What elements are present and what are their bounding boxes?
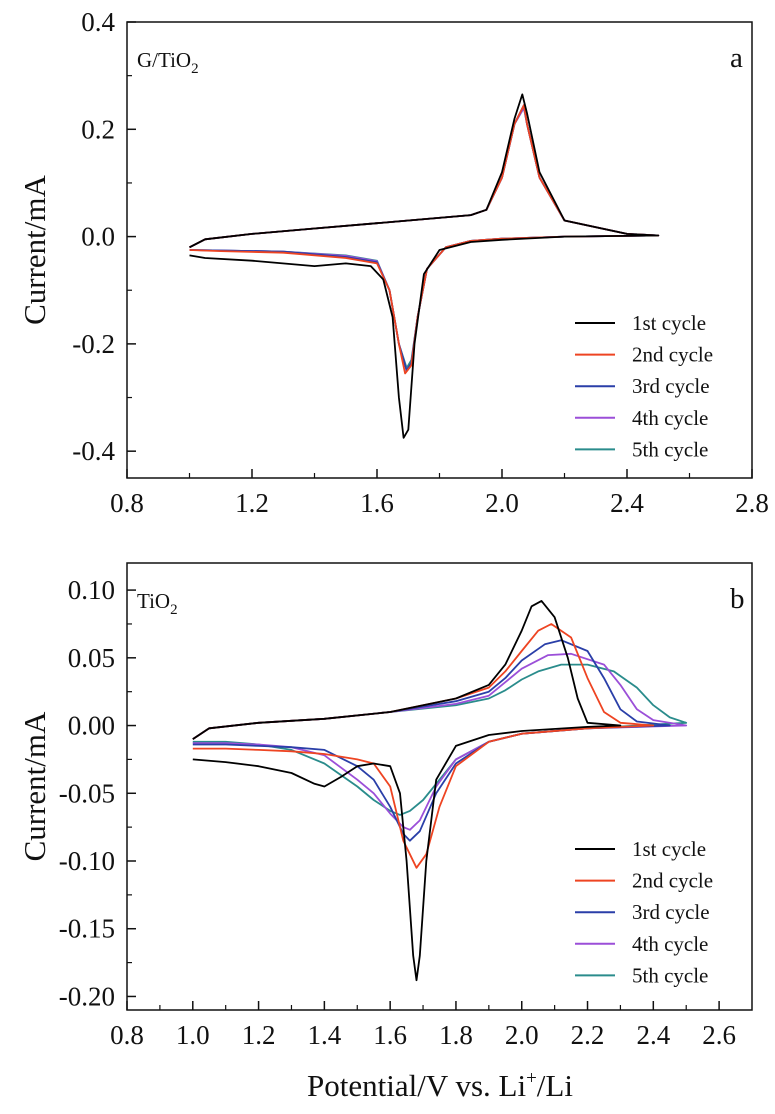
sample-label-b: TiO2 <box>137 589 178 618</box>
legend-label-3: 3rd cycle <box>632 374 710 398</box>
legend-label-3: 3rd cycle <box>632 900 710 924</box>
y-tick-label: -0.20 <box>59 981 115 1011</box>
series-line-4 <box>192 652 688 831</box>
series-line-5 <box>192 663 688 816</box>
sample-subscript-a: 2 <box>191 61 199 77</box>
x-tick-label: 2.8 <box>735 488 769 518</box>
plot-frame-b <box>126 562 753 1011</box>
y-tick-label: 0.00 <box>68 711 115 741</box>
ticks-a: 0.8 1.2 1.6 2.0 2.4 2.8 0.4 0.2 0.0 -0.2 -0.4 <box>72 7 769 518</box>
x-tick-label: 2.0 <box>485 488 519 518</box>
y-tick-label: -0.10 <box>59 846 115 876</box>
x-axis-label-tail: /Li <box>537 1068 574 1103</box>
legend-label-2: 2nd cycle <box>632 869 713 893</box>
x-axis-label-main: Potential/V vs. Li <box>307 1068 526 1103</box>
panel-b: 0.8 1.0 1.2 1.4 1.6 1.8 2.0 2.2 2.4 2.6 0.10 0.05 0.… <box>17 562 753 1050</box>
legend-label-1: 1st cycle <box>632 837 706 861</box>
sample-subscript-b: 2 <box>170 602 178 618</box>
y-axis-label-a: Current/mA <box>17 174 52 324</box>
x-tick-label: 0.8 <box>110 488 144 518</box>
series-line-2 <box>189 104 660 375</box>
x-tick-label: 1.2 <box>242 1020 276 1050</box>
y-tick-label: -0.15 <box>59 914 115 944</box>
x-tick-label: 2.2 <box>571 1020 605 1050</box>
y-tick-label: 0.4 <box>81 7 115 37</box>
series-group-b <box>192 600 688 982</box>
y-tick-label: 0.2 <box>81 114 115 144</box>
sample-label-a: G/TiO2 <box>137 48 199 77</box>
series-line-3 <box>189 104 660 372</box>
x-tick-label: 2.0 <box>505 1020 539 1050</box>
x-tick-label: 1.6 <box>360 488 394 518</box>
x-tick-label: 1.0 <box>176 1020 210 1050</box>
y-tick-label: 0.05 <box>68 643 115 673</box>
y-tick-label: -0.4 <box>72 436 115 466</box>
sample-name-a: G/TiO <box>137 48 191 72</box>
x-axis-label: Potential/V vs. Li+/Li <box>307 1068 573 1103</box>
y-axis-label-b: Current/mA <box>17 711 52 861</box>
series-line-5 <box>189 106 660 369</box>
panel-a: 0.8 1.2 1.6 2.0 2.4 2.8 0.4 0.2 0.0 -0.2 -0.4 a G/… <box>17 7 769 518</box>
panel-label-b: b <box>730 583 745 615</box>
ticks-b: 0.8 1.0 1.2 1.4 1.6 1.8 2.0 2.2 2.4 2.6 0.10 0.05 0.… <box>59 575 736 1050</box>
sample-name-b: TiO <box>137 589 170 613</box>
x-tick-label: 1.2 <box>235 488 269 518</box>
x-axis-label-sup: + <box>526 1068 537 1089</box>
y-tick-label: 0.0 <box>81 222 115 252</box>
series-group-a <box>189 93 660 439</box>
series-line-3 <box>192 639 671 842</box>
legend-label-5: 5th cycle <box>632 437 708 461</box>
y-tick-label: -0.2 <box>72 329 115 359</box>
series-line-4 <box>189 106 660 372</box>
panel-label-a: a <box>730 42 743 74</box>
x-tick-label: 2.4 <box>636 1020 670 1050</box>
y-tick-label: 0.10 <box>68 575 115 605</box>
series-line-1 <box>189 93 660 439</box>
legend-label-5: 5th cycle <box>632 963 708 987</box>
y-tick-label: -0.05 <box>59 778 115 808</box>
x-tick-label: 2.4 <box>610 488 644 518</box>
legend-label-2: 2nd cycle <box>632 343 713 367</box>
x-tick-label: 2.6 <box>702 1020 736 1050</box>
x-tick-label: 1.8 <box>439 1020 473 1050</box>
x-tick-label: 1.4 <box>307 1020 341 1050</box>
legend-label-4: 4th cycle <box>632 932 708 956</box>
legend-label-1: 1st cycle <box>632 311 706 335</box>
legend-b: 1st cycle 2nd cycle 3rd cycle 4th cycle 5th … <box>575 837 713 987</box>
x-tick-label: 1.6 <box>373 1020 407 1050</box>
legend-label-4: 4th cycle <box>632 406 708 430</box>
x-tick-label: 0.8 <box>110 1020 144 1050</box>
legend-a: 1st cycle 2nd cycle 3rd cycle 4th cycle 5th … <box>575 311 713 461</box>
series-line-1 <box>192 600 622 982</box>
